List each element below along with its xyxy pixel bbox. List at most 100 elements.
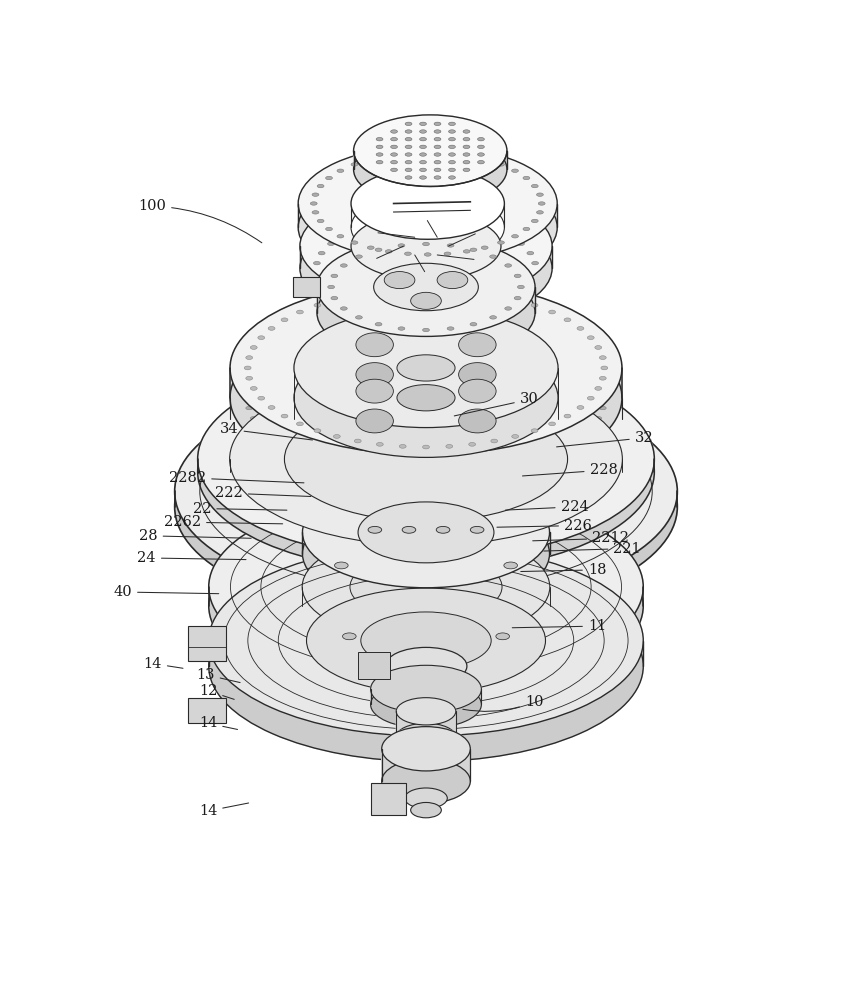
Ellipse shape [376, 145, 383, 149]
Ellipse shape [268, 406, 275, 409]
Ellipse shape [300, 190, 552, 302]
Ellipse shape [447, 327, 454, 330]
Text: 224: 224 [505, 500, 589, 514]
Ellipse shape [341, 264, 348, 267]
Ellipse shape [314, 303, 321, 307]
Ellipse shape [518, 242, 525, 245]
Ellipse shape [448, 145, 455, 149]
Ellipse shape [564, 444, 571, 448]
Ellipse shape [268, 327, 275, 330]
Ellipse shape [477, 160, 484, 164]
Ellipse shape [333, 435, 340, 438]
Ellipse shape [434, 160, 441, 164]
Ellipse shape [354, 439, 361, 443]
Ellipse shape [377, 472, 383, 476]
Bar [187, 626, 226, 661]
Ellipse shape [446, 219, 452, 222]
Ellipse shape [532, 219, 538, 223]
Ellipse shape [245, 406, 252, 410]
Ellipse shape [587, 336, 594, 340]
Ellipse shape [405, 152, 412, 155]
Ellipse shape [458, 379, 496, 403]
Ellipse shape [577, 327, 584, 330]
Ellipse shape [470, 323, 477, 326]
Ellipse shape [402, 526, 416, 533]
Polygon shape [302, 477, 550, 609]
Ellipse shape [595, 346, 602, 349]
Ellipse shape [481, 246, 488, 249]
Ellipse shape [423, 287, 429, 291]
Ellipse shape [463, 153, 469, 156]
Ellipse shape [343, 633, 356, 640]
Ellipse shape [385, 250, 392, 253]
Ellipse shape [463, 160, 469, 164]
Text: 12: 12 [199, 684, 234, 699]
Ellipse shape [356, 409, 394, 433]
Ellipse shape [512, 465, 519, 468]
Ellipse shape [491, 293, 498, 297]
Polygon shape [300, 190, 552, 324]
Text: 2262: 2262 [164, 515, 283, 529]
Ellipse shape [314, 261, 320, 265]
Ellipse shape [477, 153, 484, 156]
Ellipse shape [400, 444, 406, 448]
Ellipse shape [601, 366, 607, 370]
Ellipse shape [230, 311, 622, 485]
Ellipse shape [384, 272, 415, 289]
Ellipse shape [294, 308, 558, 428]
Ellipse shape [405, 153, 412, 156]
Ellipse shape [375, 323, 382, 326]
Ellipse shape [564, 414, 571, 418]
Ellipse shape [448, 122, 455, 126]
Ellipse shape [448, 160, 455, 164]
Text: 221: 221 [544, 542, 641, 556]
Ellipse shape [577, 436, 584, 439]
Ellipse shape [360, 612, 491, 669]
Ellipse shape [375, 248, 382, 251]
Ellipse shape [341, 307, 348, 310]
Text: 13: 13 [196, 668, 240, 683]
Ellipse shape [587, 426, 594, 430]
Ellipse shape [377, 442, 383, 446]
Ellipse shape [446, 288, 452, 291]
Ellipse shape [382, 727, 470, 771]
Ellipse shape [405, 160, 412, 164]
Ellipse shape [294, 338, 558, 457]
Ellipse shape [448, 137, 455, 141]
Bar [187, 698, 226, 723]
Ellipse shape [354, 134, 507, 205]
Ellipse shape [302, 477, 550, 588]
Ellipse shape [423, 445, 429, 449]
Ellipse shape [523, 227, 530, 231]
Ellipse shape [600, 376, 607, 380]
Ellipse shape [419, 160, 426, 164]
Ellipse shape [333, 298, 340, 301]
Ellipse shape [319, 251, 325, 255]
Ellipse shape [496, 633, 509, 640]
Text: 14: 14 [199, 803, 249, 818]
Ellipse shape [317, 238, 535, 336]
Ellipse shape [385, 647, 467, 685]
Text: 30: 30 [454, 392, 538, 416]
Ellipse shape [351, 192, 504, 263]
Text: 22: 22 [193, 502, 287, 516]
Ellipse shape [434, 137, 441, 141]
Ellipse shape [325, 227, 332, 231]
Ellipse shape [448, 153, 455, 156]
Ellipse shape [333, 465, 340, 468]
Ellipse shape [523, 176, 530, 180]
Ellipse shape [600, 356, 607, 359]
Ellipse shape [209, 545, 643, 736]
Ellipse shape [405, 130, 412, 133]
Ellipse shape [397, 355, 455, 381]
Ellipse shape [300, 212, 552, 324]
Ellipse shape [281, 444, 288, 448]
Ellipse shape [356, 333, 394, 357]
Ellipse shape [398, 244, 405, 247]
Ellipse shape [481, 158, 488, 161]
Ellipse shape [230, 332, 622, 506]
Ellipse shape [298, 169, 557, 285]
Ellipse shape [436, 526, 450, 533]
Ellipse shape [434, 153, 441, 156]
Polygon shape [354, 115, 507, 205]
